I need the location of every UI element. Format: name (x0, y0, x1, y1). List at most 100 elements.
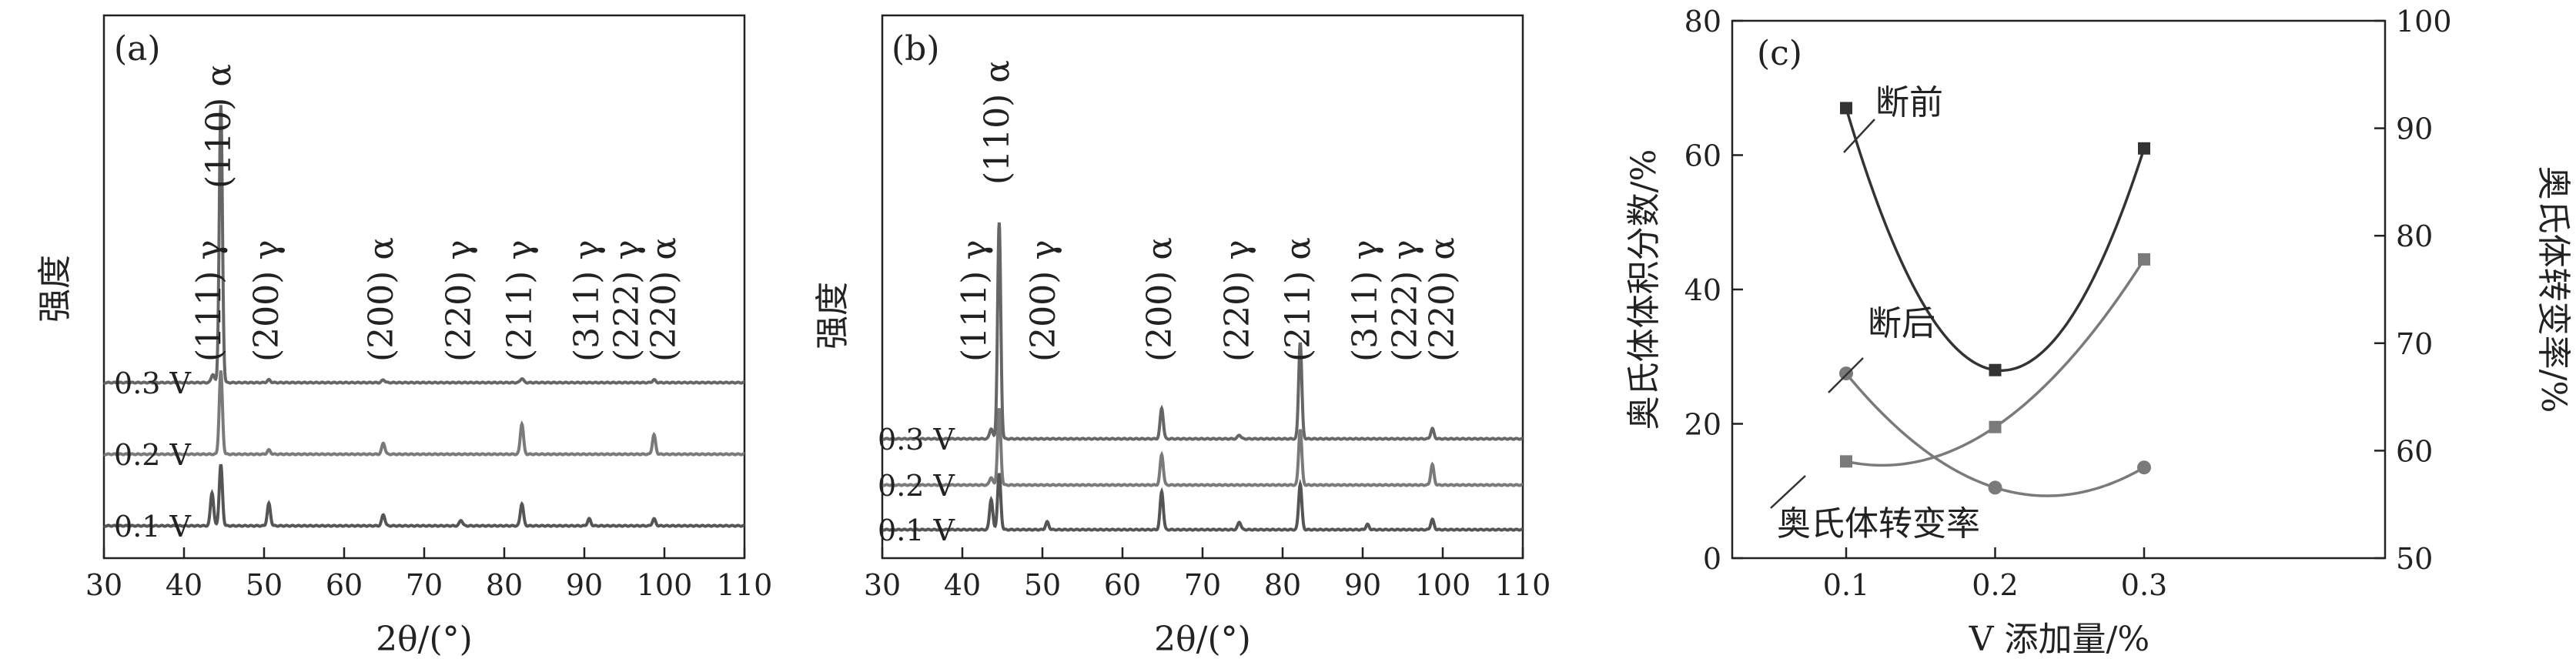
peak-annotation: (222) γ (1386, 239, 1425, 362)
peak-annotation: (110) α (978, 60, 1017, 185)
panel-a-ylabel: 强度 (35, 255, 75, 323)
series-line (103, 463, 745, 528)
panel-b-series: 0.1 V 0.2 V 0.3 V (878, 222, 1524, 547)
series-label: 0.1 V (114, 510, 192, 544)
y-tick-label-left: 0 (1703, 542, 1721, 576)
x-tick-label: 60 (1104, 568, 1141, 602)
x-tick-label: 30 (864, 568, 901, 602)
series-before-pointer (1843, 119, 1875, 153)
series-rate-pointer (1770, 475, 1806, 509)
peak-annotation: (220) α (644, 237, 684, 362)
series-line (882, 473, 1524, 532)
series-after-pointer (1828, 357, 1864, 393)
peak-annotation: (211) α (1279, 237, 1318, 362)
peak-annotation: (111) γ (955, 239, 995, 362)
series-line (103, 370, 745, 457)
x-tick-label: 0.2 (1972, 568, 2018, 602)
x-tick-label: 90 (1344, 568, 1381, 602)
peak-annotation: (200) γ (1024, 239, 1063, 362)
peak-annotation: (311) γ (567, 239, 607, 362)
x-tick-label: 100 (637, 568, 693, 602)
peak-annotation: (220) γ (440, 239, 479, 362)
peak-annotation: (222) γ (607, 239, 647, 362)
data-point (1839, 366, 1853, 381)
series-curve (1845, 372, 2145, 497)
data-point (1989, 363, 2002, 376)
x-tick-label: 100 (1415, 568, 1471, 602)
x-tick-label: 40 (166, 568, 202, 602)
peak-annotation: (220) α (1423, 237, 1462, 362)
peak-annotation: (311) γ (1346, 239, 1385, 362)
x-tick-label: 0.1 (1823, 568, 1869, 602)
x-tick-label: 60 (326, 568, 363, 602)
peak-annotation: (200) α (1140, 237, 1179, 362)
x-tick-label: 90 (566, 568, 603, 602)
panel-c-xlabel: V 添加量/% (1969, 620, 2149, 659)
x-tick-label: 110 (717, 568, 773, 602)
x-tick-label: 30 (85, 568, 122, 602)
series-line (882, 222, 1524, 441)
x-tick-label: 0.3 (2121, 568, 2167, 602)
y-tick-label-right: 100 (2396, 5, 2452, 38)
peak-annotation: (111) γ (189, 239, 229, 362)
peak-annotation: (211) γ (500, 239, 540, 362)
y-tick-label-left: 60 (1684, 139, 1721, 173)
x-tick-label: 40 (944, 568, 981, 602)
peak-annotation: (220) γ (1218, 239, 1257, 362)
panel-c-ylabel-right: 奥氏体转变率/% (2534, 166, 2573, 413)
series-line (882, 408, 1524, 487)
data-point (1840, 102, 1852, 115)
y-tick-label-right: 70 (2396, 327, 2433, 361)
series-label: 0.2 V (114, 438, 192, 472)
x-tick-label: 50 (1024, 568, 1061, 602)
y-tick-label-left: 20 (1684, 408, 1721, 442)
panel-a-tag: (a) (114, 29, 161, 69)
panel-a-series: 0.1 V 0.2 V 0.3 V (103, 105, 745, 544)
x-tick-label: 110 (1495, 568, 1551, 602)
x-tick-label: 50 (246, 568, 283, 602)
y-tick-label-left: 40 (1684, 273, 1721, 307)
series-curve (1845, 258, 2146, 467)
panel-a-annotations: (111) γ (110) α (200) γ (200) α (220) γ (211)… (189, 64, 684, 362)
panel-a-x-ticks: 30 40 50 60 70 80 90 100 110 (85, 547, 772, 602)
panel-c-frame (1731, 19, 2387, 560)
series-line (103, 105, 745, 385)
y-tick-label-right: 90 (2396, 112, 2433, 146)
series-label: 0.3 V (878, 423, 955, 457)
panel-b-xlabel: 2θ/(°) (1154, 620, 1251, 659)
panel-a: (a) 30 40 50 60 70 80 90 100 110 0.1 V 0.2 V 0.3 V… (35, 14, 772, 659)
panel-c: (c) 0.1 0.2 0.3 0 20 40 60 80 50 60 70 80 90 100 V 添加… (1624, 5, 2573, 659)
panel-c-tag: (c) (1757, 34, 1802, 73)
x-tick-label: 70 (406, 568, 443, 602)
y-tick-label-left: 80 (1684, 5, 1721, 38)
y-tick-label-right: 80 (2396, 219, 2433, 253)
data-point (1988, 480, 2002, 495)
peak-annotation: (200) γ (247, 239, 286, 362)
panel-b-x-ticks: 30 40 50 60 70 80 90 100 110 (864, 547, 1551, 602)
panel-b: (b) 30 40 50 60 70 80 90 100 110 0.1 V 0.2 V 0.3 V… (813, 14, 1551, 659)
x-tick-label: 80 (1264, 568, 1301, 602)
x-tick-label: 70 (1184, 568, 1221, 602)
y-tick-label-right: 50 (2396, 542, 2433, 576)
panel-c-series (1839, 102, 2151, 497)
panel-c-ylabel-left: 奥氏体体积分数/% (1624, 149, 1664, 430)
series-before-label: 断前 (1875, 83, 1943, 122)
panel-c-ticks: 0.1 0.2 0.3 0 20 40 60 80 50 60 70 80 90 100 (1684, 5, 2452, 602)
series-label: 0.1 V (878, 513, 955, 547)
panel-b-ylabel: 强度 (813, 282, 852, 350)
data-point (2138, 142, 2150, 155)
panel-a-xlabel: 2θ/(°) (376, 620, 473, 659)
series-rate-label: 奥氏体转变率 (1777, 504, 1980, 544)
panel-b-tag: (b) (892, 29, 940, 69)
data-point (1989, 420, 2002, 433)
y-tick-label-right: 60 (2396, 434, 2433, 468)
series-after-label: 断后 (1868, 304, 1935, 343)
series-label: 0.3 V (114, 366, 192, 400)
peak-annotation: (110) α (199, 64, 239, 189)
data-point (1840, 455, 1852, 468)
x-tick-label: 80 (486, 568, 523, 602)
peak-annotation: (200) α (362, 237, 401, 362)
panel-b-annotations: (111) γ (110) α (200) γ (200) α (220) γ (211)… (955, 60, 1462, 362)
data-point (2137, 460, 2151, 475)
